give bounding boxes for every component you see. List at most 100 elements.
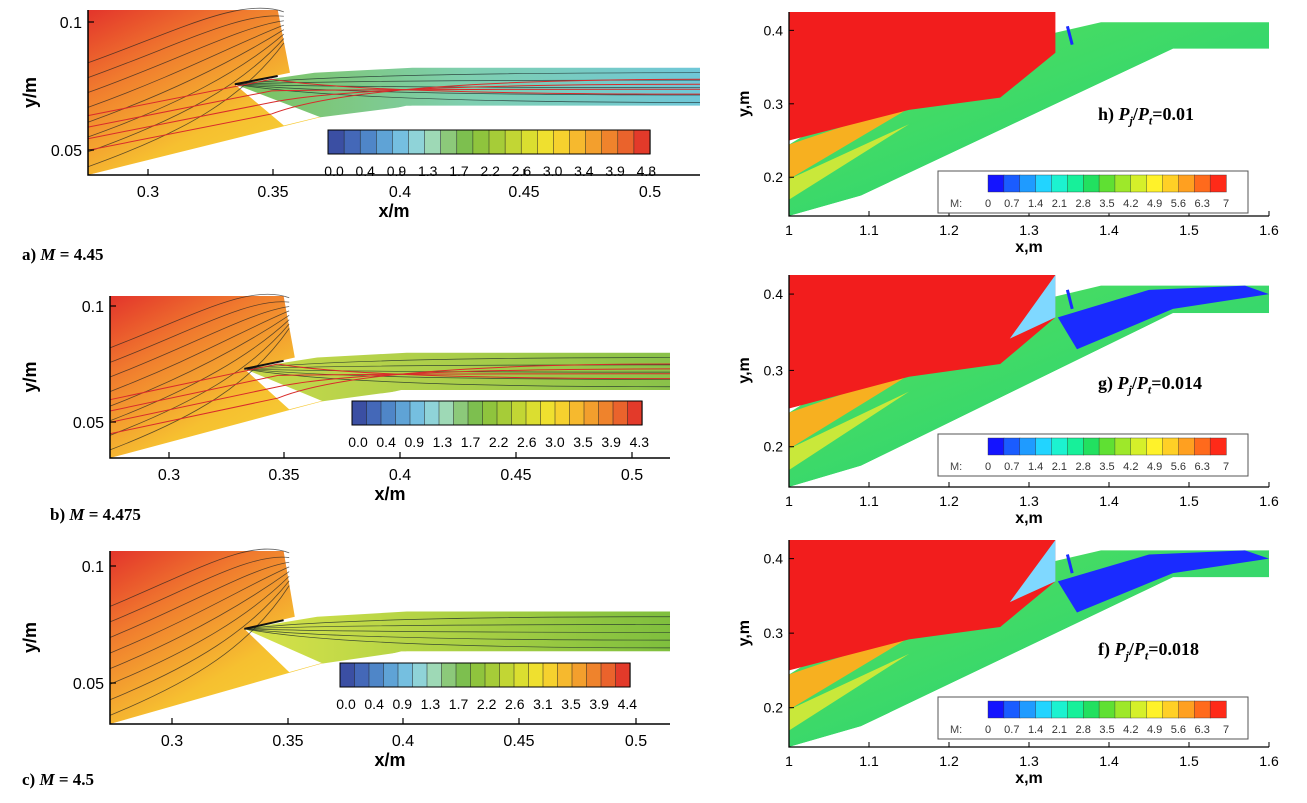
- colorbar-swatch: [1162, 174, 1179, 193]
- colorbar-label: 2.2: [489, 434, 509, 450]
- colorbar-swatch: [571, 662, 588, 688]
- compression-zone: [789, 99, 924, 180]
- colorbar-swatch: [987, 700, 1005, 719]
- x-tick-label: 1: [785, 753, 793, 769]
- legend-title: M:: [950, 198, 962, 210]
- colorbar-label: 2.6: [512, 163, 532, 179]
- colorbar-label: 1.7: [449, 696, 469, 712]
- y-tick-label: 0.2: [764, 700, 784, 716]
- x-axis-label: x/m: [374, 750, 405, 770]
- colorbar-swatch: [554, 400, 571, 426]
- contour-line: [87, 33, 285, 138]
- colorbar-label: 1.4: [1028, 461, 1043, 473]
- x-tick-label: 1.1: [859, 753, 879, 769]
- compression-zone: [789, 629, 924, 710]
- colorbar-label: 0.9: [405, 434, 425, 450]
- colorbar-label: 3.5: [1099, 724, 1114, 736]
- x-axis-label: x,m: [1015, 510, 1043, 527]
- y-tick-label: 0.1: [82, 299, 104, 316]
- x-tick-label: 1.3: [1019, 222, 1039, 238]
- colorbar-swatch: [553, 129, 571, 155]
- channel-contour: [244, 368, 671, 380]
- x-axis-label: x/m: [378, 201, 409, 221]
- colorbar-swatch: [1098, 437, 1116, 456]
- contour-line: [87, 38, 285, 153]
- right-panel-h: 1 1.1 1.2 1.3 1.4 1.5 1.6 0.4 0.3 0.2 x,m y,m M: 0 0.7…: [736, 12, 1279, 256]
- x-tick-label: 0.4: [392, 733, 414, 750]
- colorbar-label: 0.7: [1004, 724, 1019, 736]
- colorbar-swatch: [368, 662, 385, 688]
- colorbar-label: 0.4: [376, 434, 396, 450]
- colorbar-label: 1.4: [1028, 724, 1043, 736]
- x-tick-label: 0.45: [500, 467, 531, 484]
- channel-contour: [244, 368, 671, 388]
- axes-frame: [87, 10, 700, 176]
- axes-frame: [109, 296, 670, 459]
- colorbar-swatch: [1178, 437, 1195, 456]
- colorbar-swatch: [499, 662, 515, 688]
- colorbar-label: 3.0: [543, 163, 563, 179]
- colorbar-swatch: [380, 400, 397, 426]
- colorbar-swatch: [438, 400, 455, 426]
- contour-line: [109, 293, 290, 349]
- colorbar-swatch: [1178, 174, 1195, 193]
- compression-zone-2: [789, 391, 909, 471]
- colorbar-label: 2.1: [1052, 724, 1067, 736]
- y-tick-label: 0.4: [764, 22, 784, 38]
- shock-region: [1009, 275, 1056, 339]
- x-tick-label: 0.3: [158, 467, 180, 484]
- colorbar-swatch: [467, 400, 484, 426]
- colorbar-swatch: [1194, 437, 1211, 456]
- colorbar-swatch: [482, 400, 498, 426]
- contour-line: [109, 548, 290, 607]
- colorbar-swatch: [1114, 700, 1132, 719]
- colorbar-legend: M: 0 0.7 1.4 2.1 2.8 3.5 4.2 4.9 5.6 6.3 7: [937, 170, 1249, 214]
- colorbar-label: 0.9: [393, 696, 413, 712]
- right-panel-g: 1 1.1 1.2 1.3 1.4 1.5 1.6 0.4 0.3 0.2 x,m y,m M: 0 0.7…: [736, 275, 1279, 527]
- colorbar-swatch: [1162, 700, 1179, 719]
- caption-c: c) M = 4.5: [22, 770, 95, 789]
- y-tick-label: 0.05: [73, 415, 104, 432]
- contour-line: [109, 566, 290, 654]
- streamline: [87, 78, 701, 117]
- left-contour-plots: 0.3 0.35 0.4 0.45 0.5 0.1 0.05 x/m y/m 0.0 0.4 0.9 1…: [20, 7, 701, 770]
- colorbar-swatch: [1146, 700, 1164, 719]
- colorbar-swatch: [617, 129, 635, 155]
- colorbar-swatch: [537, 129, 555, 155]
- right-panel-f: 1 1.1 1.2 1.3 1.4 1.5 1.6 0.4 0.3 0.2 x,m y,m M: 0 0.7…: [736, 540, 1279, 787]
- colorbar-label: 2.1: [1052, 461, 1067, 473]
- colorbar-swatch: [511, 400, 527, 426]
- x-tick-label: 0.5: [639, 184, 661, 201]
- colorbar-label: 4.2: [1123, 198, 1138, 210]
- cowl-lip: [234, 75, 278, 86]
- x-tick-label: 0.45: [508, 184, 539, 201]
- colorbar-swatch: [327, 129, 345, 155]
- colorbar-swatch: [354, 662, 370, 688]
- colorbar-label: 7: [1223, 724, 1229, 736]
- colorbar-label: 3.1: [533, 696, 553, 712]
- contour-line: [87, 24, 284, 108]
- x-tick-label: 0.3: [161, 733, 183, 750]
- y-tick-label: 0.2: [764, 169, 784, 185]
- colorbar-swatch: [1035, 700, 1053, 719]
- caption-b: b) M = 4.475: [50, 505, 141, 524]
- x-tick-label: 0.5: [621, 467, 643, 484]
- colorbar-swatch: [455, 662, 472, 688]
- y-axis-label: y/m: [20, 77, 40, 108]
- flow-region: [789, 550, 1269, 747]
- colorbar-swatch: [395, 400, 411, 426]
- colorbar-label: 4.3: [637, 163, 657, 179]
- colorbar-swatch: [409, 400, 426, 426]
- colorbar-swatch: [583, 400, 600, 426]
- colorbar-swatch: [1209, 174, 1227, 193]
- colorbar-swatch: [1067, 174, 1084, 193]
- caption-a: a) M = 4.45: [22, 245, 104, 264]
- colorbar-label: 3.9: [589, 696, 609, 712]
- colorbar-label: 0.0: [324, 163, 344, 179]
- left-panel-a: 0.3 0.35 0.4 0.45 0.5 0.1 0.05 x/m y/m 0.0 0.4 0.9 1…: [20, 7, 701, 221]
- colorbar-label: 3.9: [601, 434, 621, 450]
- colorbar-swatch: [612, 400, 629, 426]
- colorbar-swatch: [397, 662, 414, 688]
- pressure-ratio-label-f: f) Pj/Pt=0.018: [1098, 639, 1199, 663]
